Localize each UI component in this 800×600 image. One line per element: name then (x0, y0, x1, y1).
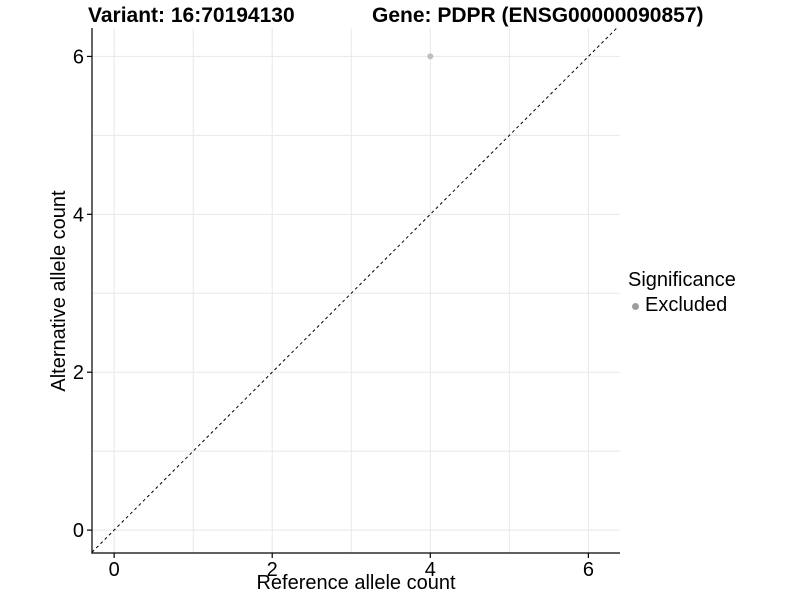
x-axis-tick-label: 4 (425, 559, 436, 581)
y-axis-tick-label: 0 (73, 520, 84, 542)
x-axis-title: Reference allele count (256, 572, 456, 594)
plot-title-variant: Variant: 16:70194130 (88, 4, 295, 27)
data-point (427, 53, 434, 60)
y-axis-title: Alternative allele count (48, 190, 70, 392)
x-axis-tick-label: 6 (583, 559, 594, 581)
y-axis-tick-label: 6 (73, 46, 84, 68)
plot-title-gene: Gene: PDPR (ENSG00000090857) (372, 4, 704, 27)
legend-item-excluded: Excluded (628, 293, 736, 317)
legend: Significance Excluded (628, 268, 736, 317)
legend-point-icon (632, 302, 639, 310)
x-axis-tick-label: 2 (267, 559, 278, 581)
y-axis-tick-label: 2 (73, 362, 84, 384)
y-axis-tick-label: 4 (73, 204, 84, 226)
legend-item-label: Excluded (645, 294, 728, 316)
legend-title: Significance (628, 269, 736, 291)
x-axis-tick-label: 0 (109, 559, 120, 581)
identity-dashed-line (91, 27, 618, 553)
